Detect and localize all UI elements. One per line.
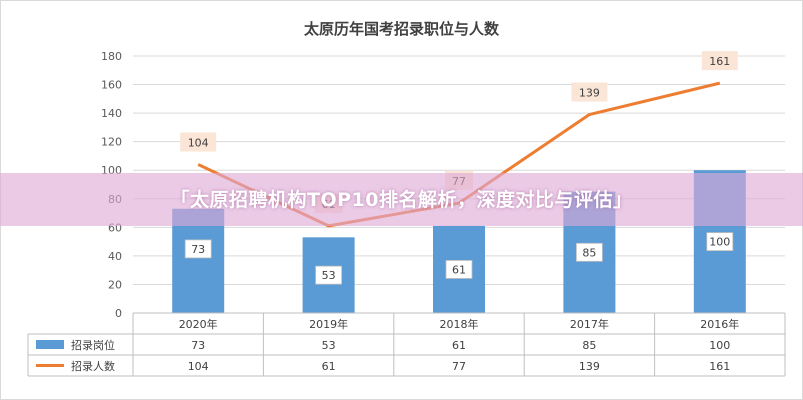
legend-label: 招录人数 [71, 359, 115, 373]
line-data-label-box [180, 132, 217, 152]
bar-data-label-box [315, 265, 343, 285]
table-cell-value: 139 [579, 360, 600, 373]
legend-swatch-bar [36, 340, 64, 349]
bar-data-label: 61 [452, 263, 466, 276]
y-tick-label: 140 [101, 107, 122, 120]
table-cell-value: 61 [452, 339, 466, 352]
bar [172, 208, 225, 313]
x-category-label: 2017年 [570, 317, 609, 331]
line-data-label-box [701, 51, 738, 71]
y-tick-label: 40 [108, 250, 122, 263]
line-data-label-box [571, 82, 608, 102]
bar-data-label: 73 [191, 243, 205, 256]
line-data-label: 104 [188, 137, 209, 150]
y-tick-label: 120 [101, 136, 122, 149]
x-category-label: 2020年 [179, 317, 218, 331]
table-cell-value: 73 [191, 339, 205, 352]
table-cell-value: 61 [322, 360, 336, 373]
y-tick-label: 160 [101, 79, 122, 92]
bar-data-label: 53 [322, 269, 336, 282]
line-data-label: 139 [579, 87, 600, 100]
overlay-banner-text: 「太原招聘机构TOP10排名解析，深度对比与评估」 [170, 189, 633, 211]
y-tick-label: 20 [108, 278, 122, 291]
x-category-label: 2019年 [309, 317, 348, 331]
bar-data-label: 100 [709, 236, 730, 249]
y-tick-label: 180 [101, 50, 122, 63]
table-cell-value: 77 [452, 360, 466, 373]
x-category-label: 2016年 [700, 317, 739, 331]
bar-data-label: 85 [582, 246, 596, 259]
table-cell-value: 85 [582, 339, 596, 352]
bar-data-label-box [706, 232, 734, 252]
table-cell-value: 161 [709, 360, 730, 373]
bar-data-label-box [576, 242, 603, 262]
overlay-banner [0, 173, 803, 226]
bar-data-label-box [184, 239, 212, 259]
x-category-label: 2018年 [440, 317, 479, 331]
table-cell-value: 100 [709, 339, 730, 352]
y-tick-label: 0 [115, 307, 122, 320]
bar-data-label-box [445, 260, 473, 279]
line-data-label: 161 [709, 55, 730, 68]
chart-title: 太原历年国考招录职位与人数 [303, 20, 499, 38]
table-cell-value: 104 [188, 360, 209, 373]
legend-label: 招录岗位 [71, 338, 115, 352]
table-cell-value: 53 [322, 339, 336, 352]
